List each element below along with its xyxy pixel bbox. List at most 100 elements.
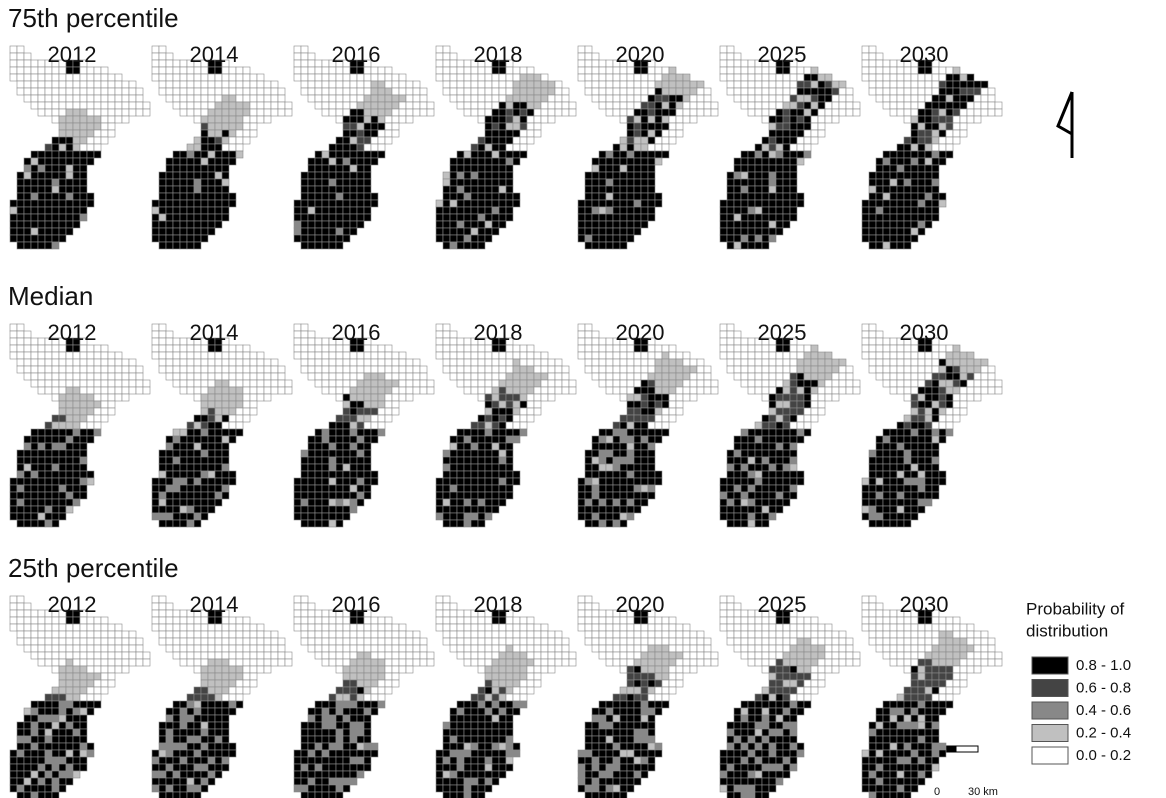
map-cell bbox=[868, 227, 877, 236]
map-cell bbox=[242, 644, 251, 653]
map-cell bbox=[640, 456, 649, 465]
map-cell bbox=[442, 470, 451, 479]
map-cell bbox=[868, 234, 877, 243]
map-cell bbox=[23, 234, 32, 243]
map-cell bbox=[875, 213, 884, 222]
map-cell bbox=[838, 365, 847, 374]
map-cell bbox=[640, 129, 649, 138]
map-cell bbox=[619, 108, 628, 117]
map-cell bbox=[463, 498, 472, 507]
map-cell bbox=[349, 386, 358, 395]
map-cell bbox=[37, 108, 46, 117]
map-cell bbox=[214, 164, 223, 173]
map-cell bbox=[789, 470, 798, 479]
map-cell bbox=[449, 449, 458, 458]
map-cell bbox=[16, 721, 25, 730]
map-cell bbox=[896, 101, 905, 110]
map-cell bbox=[300, 330, 309, 339]
map-cell bbox=[321, 484, 330, 493]
year-label: 2014 bbox=[190, 42, 239, 67]
map-cell bbox=[682, 379, 691, 388]
map-cell bbox=[584, 512, 593, 521]
map-cell bbox=[491, 115, 500, 124]
map-cell bbox=[158, 463, 167, 472]
map-cell bbox=[349, 484, 358, 493]
map-cell bbox=[51, 115, 60, 124]
map-cell bbox=[256, 351, 265, 360]
map-cell bbox=[321, 241, 330, 250]
map-cell bbox=[768, 470, 777, 479]
map-cell bbox=[626, 220, 635, 229]
map-cell bbox=[207, 421, 216, 430]
map-cell bbox=[463, 379, 472, 388]
map-cell bbox=[363, 150, 372, 159]
map-cell bbox=[300, 52, 309, 61]
map-cell bbox=[58, 150, 67, 159]
map-cell bbox=[591, 52, 600, 61]
row-title: 25th percentile bbox=[8, 553, 179, 583]
map-cell bbox=[470, 463, 479, 472]
map-cell bbox=[640, 136, 649, 145]
map-cell bbox=[79, 372, 88, 381]
map-cell bbox=[193, 365, 202, 374]
map-cell bbox=[16, 323, 25, 332]
map-cell bbox=[505, 435, 514, 444]
map-cell bbox=[768, 87, 777, 96]
map-cell bbox=[200, 477, 209, 486]
map-cell bbox=[533, 115, 542, 124]
map-cell bbox=[186, 735, 195, 744]
map-cell bbox=[44, 386, 53, 395]
map-cell bbox=[114, 108, 123, 117]
map-cell bbox=[44, 721, 53, 730]
map-cell bbox=[889, 220, 898, 229]
map-cell bbox=[505, 456, 514, 465]
map-cell bbox=[477, 372, 486, 381]
map-cell bbox=[980, 358, 989, 367]
map-cell bbox=[30, 707, 39, 716]
map-cell bbox=[300, 456, 309, 465]
map-cell bbox=[505, 344, 514, 353]
map-cell bbox=[158, 477, 167, 486]
map-cell bbox=[449, 442, 458, 451]
map-cell bbox=[405, 94, 414, 103]
map-cell bbox=[72, 192, 81, 201]
map-cell bbox=[598, 101, 607, 110]
map-cell bbox=[342, 386, 351, 395]
map-cell bbox=[151, 623, 160, 632]
map-cell bbox=[442, 234, 451, 243]
map-cell bbox=[903, 414, 912, 423]
map-cell bbox=[128, 386, 137, 395]
map-cell bbox=[754, 505, 763, 514]
map-cell bbox=[172, 505, 181, 514]
map-cell bbox=[186, 94, 195, 103]
map-cell bbox=[200, 101, 209, 110]
map-cell bbox=[619, 470, 628, 479]
map-cell bbox=[584, 199, 593, 208]
map-cell bbox=[512, 372, 521, 381]
map-cell bbox=[852, 379, 861, 388]
map-cell bbox=[612, 185, 621, 194]
map-cell bbox=[456, 428, 465, 437]
map-cell bbox=[214, 206, 223, 215]
map-cell bbox=[307, 519, 316, 528]
map-cell bbox=[598, 178, 607, 187]
map-cell bbox=[321, 213, 330, 222]
map-cell bbox=[654, 157, 663, 166]
map-cell bbox=[114, 94, 123, 103]
map-cell bbox=[37, 784, 46, 793]
map-cell bbox=[612, 192, 621, 201]
map-cell bbox=[165, 372, 174, 381]
map-cell bbox=[719, 498, 728, 507]
map-cell bbox=[307, 94, 316, 103]
map-cell bbox=[470, 206, 479, 215]
map-cell bbox=[903, 94, 912, 103]
map-cell bbox=[200, 129, 209, 138]
map-cell bbox=[654, 386, 663, 395]
map-cell bbox=[65, 199, 74, 208]
map-cell bbox=[796, 94, 805, 103]
map-cell bbox=[668, 407, 677, 416]
map-cell bbox=[214, 463, 223, 472]
map-cell bbox=[747, 108, 756, 117]
map-cell bbox=[626, 164, 635, 173]
map-cell bbox=[533, 129, 542, 138]
